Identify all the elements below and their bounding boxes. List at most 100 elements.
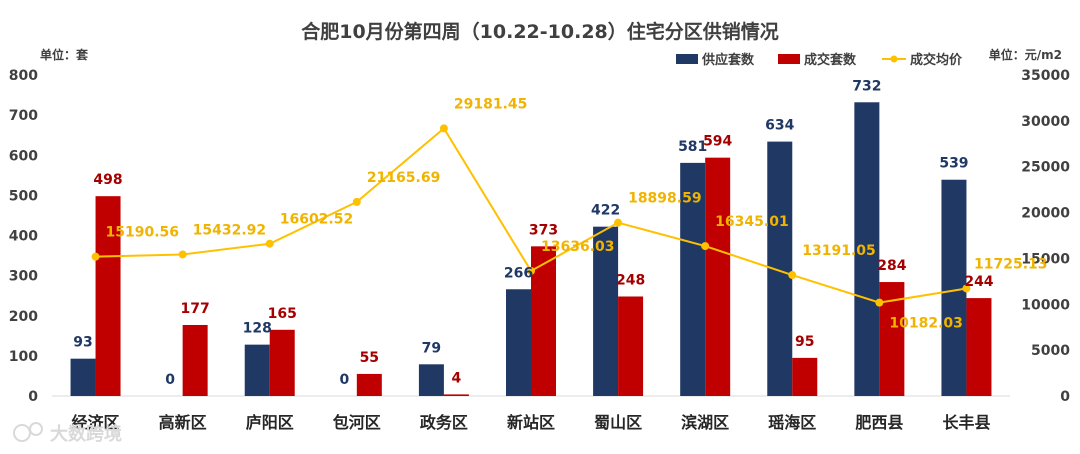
bar-supply [941,179,967,396]
label-avg-price: 15432.92 [193,222,267,238]
left-tick-label: 400 [9,229,38,245]
label-deal: 165 [268,306,297,322]
bar-deal [443,394,469,396]
right-tick-label: 15000 [1021,251,1070,267]
avg-price-point [352,197,361,206]
label-deal: 55 [360,350,379,366]
label-supply: 732 [852,78,881,94]
legend-label-avg: 成交均价 [910,52,963,68]
bar-supply [593,226,619,396]
left-tick-label: 200 [9,309,38,325]
label-deal: 4 [452,370,462,386]
bar-deal [182,324,208,396]
bar-deal [966,298,992,396]
watermark: 大数跨境 [13,422,122,445]
label-avg-price: 13636.03 [541,239,615,255]
bar-deal [95,196,121,396]
label-avg-price: 13191.05 [802,243,876,259]
category-label: 高新区 [159,413,207,432]
bar-supply [680,162,706,396]
legend-label-supply: 供应套数 [701,52,755,68]
legend-swatch-supply [676,54,698,64]
right-tick-label: 20000 [1021,206,1070,222]
avg-price-point [91,252,100,261]
label-avg-price: 21165.69 [367,170,441,186]
category-label: 瑶海区 [768,413,816,432]
avg-price-line [91,124,971,307]
right-tick-label: 10000 [1021,297,1070,313]
bar-supply [70,358,96,396]
label-deal: 248 [616,272,645,288]
label-avg-price: 16345.01 [715,214,789,230]
avg-price-point [701,242,710,251]
bar-deal [618,296,644,396]
bar-deal [356,373,382,396]
left-tick-label: 700 [9,108,38,124]
category-label: 蜀山区 [594,413,642,432]
label-supply: 0 [165,372,175,388]
label-deal: 244 [964,274,993,290]
avg-price-point [439,124,448,133]
bar-supply [854,102,880,396]
label-avg-price: 10182.03 [889,316,963,332]
right-tick-label: 30000 [1021,114,1070,130]
label-supply: 79 [422,340,441,356]
avg-price-point [962,284,971,293]
bar-supply [418,364,444,396]
left-axis-unit: 单位：套 [40,47,89,62]
avg-price-point [265,239,274,248]
label-avg-price: 16602.52 [280,212,354,228]
chart-title: 合肥10月份第四周（10.22-10.28）住宅分区供销情况 [301,20,779,43]
left-tick-label: 100 [9,349,38,365]
avg-price-point [178,250,187,259]
label-deal: 498 [93,172,122,188]
left-tick-label: 600 [9,148,38,164]
bar-deal [531,246,556,396]
right-tick-label: 0 [1060,389,1070,405]
bars [70,102,992,396]
label-supply: 266 [504,265,533,281]
label-supply: 581 [678,139,707,155]
legend-marker-avg [890,55,898,63]
bar-supply [244,344,270,396]
category-label: 包河区 [333,413,381,432]
left-tick-label: 500 [9,188,38,204]
legend-swatch-deal [778,54,800,64]
left-tick-label: 300 [9,269,38,285]
label-deal: 95 [795,334,814,350]
legend: 供应套数 成交套数 成交均价 [676,52,963,68]
label-supply: 539 [939,156,968,172]
category-label: 长丰县 [942,413,990,432]
bar-supply [506,289,531,396]
left-tick-label: 0 [28,389,38,405]
left-tick-label: 800 [9,68,38,84]
bar-deal [269,329,295,396]
label-supply: 0 [339,372,349,388]
label-avg-price: 15190.56 [106,225,180,241]
label-supply: 422 [591,203,620,219]
avg-price-point [788,271,797,280]
legend-label-deal: 成交套数 [804,52,857,68]
watermark-logo-icon-inner [29,422,43,436]
label-deal: 284 [877,258,906,274]
right-tick-label: 35000 [1021,68,1070,84]
category-label: 政务区 [420,413,468,432]
label-avg-price: 29181.45 [454,96,528,112]
category-label: 经济区 [72,413,120,432]
right-axis-unit: 单位：元/m2 [989,47,1062,62]
avg-price-point [875,298,884,307]
label-avg-price: 11725.13 [974,256,1048,272]
label-deal: 177 [181,301,210,317]
category-label: 肥西县 [855,413,903,432]
category-label: 新站区 [507,413,555,432]
label-supply: 93 [73,335,92,351]
right-tick-label: 25000 [1021,160,1070,176]
bar-deal [705,157,731,396]
category-label: 滨湖区 [681,413,729,432]
label-deal: 373 [529,222,558,238]
avg-price-point [527,266,535,275]
label-supply: 128 [243,321,272,337]
watermark-text: 大数跨境 [50,423,122,445]
